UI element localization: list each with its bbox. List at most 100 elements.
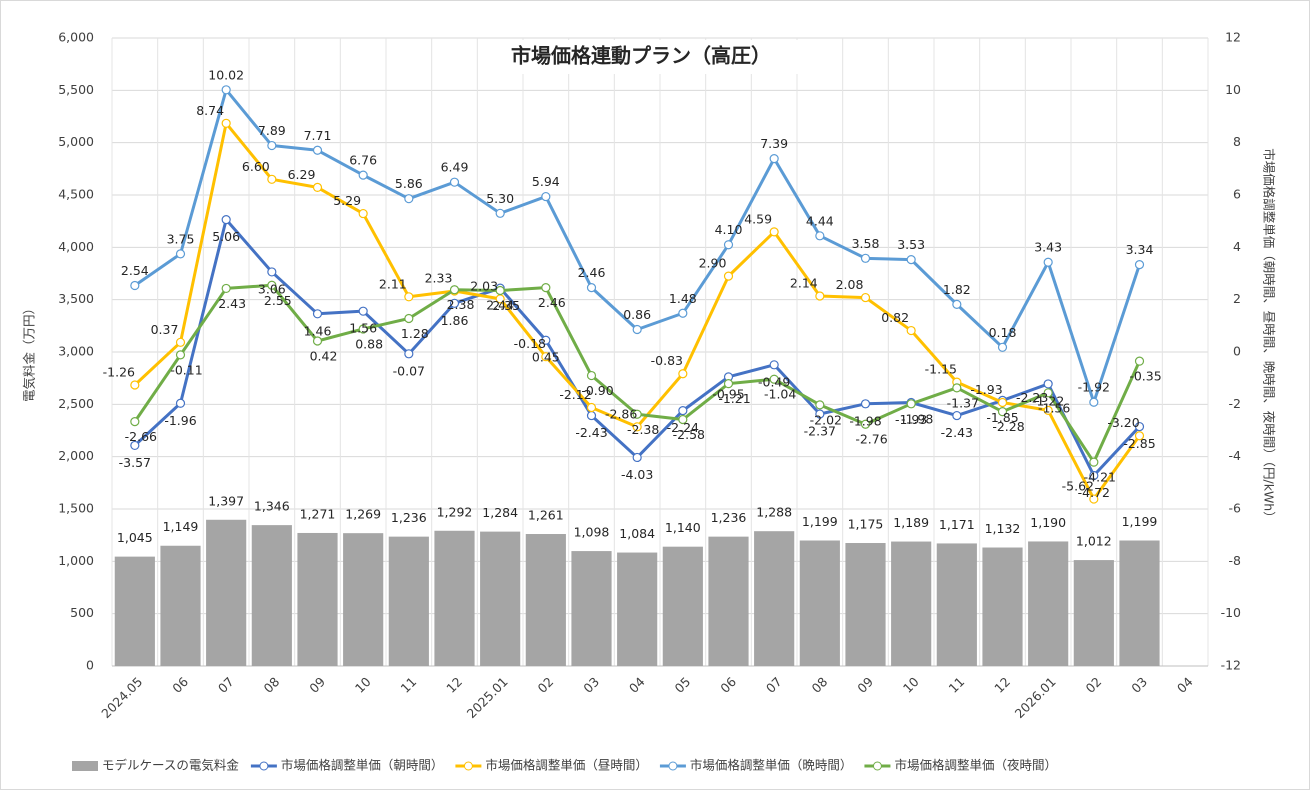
legend-label: 市場価格調整単価（朝時間）	[281, 758, 444, 773]
line-value-label: -0.83	[651, 353, 683, 368]
line-marker	[541, 352, 551, 362]
line-value-label: 0.37	[151, 322, 179, 337]
line-marker	[1134, 356, 1145, 366]
line-value-label: -1.98	[849, 413, 881, 428]
line-value-label: 0.88	[355, 336, 383, 351]
line-value-label: -2.23	[1016, 390, 1048, 405]
line-value-label: 3.43	[1034, 240, 1062, 255]
bar-value-label: 1,149	[163, 519, 199, 534]
y2-tick-label: -12	[1221, 658, 1241, 673]
line-value-label: -1.93	[970, 382, 1002, 397]
bar	[388, 536, 429, 666]
line-value-label: 1.48	[669, 291, 697, 306]
bar-value-label: 1,236	[391, 510, 427, 525]
plot	[114, 85, 1160, 666]
line-value-label: 7.39	[760, 136, 788, 151]
line-marker	[906, 325, 916, 336]
bar-value-label: 1,190	[1030, 515, 1066, 530]
y-tick-label: 5,500	[58, 82, 94, 97]
line-marker	[678, 414, 688, 425]
line-value-label: 1.56	[349, 321, 377, 336]
line-marker	[586, 370, 597, 381]
line-value-label: 5.86	[395, 176, 423, 191]
line-value-label: 2.55	[264, 293, 292, 308]
y-tick-label: 3,500	[58, 291, 94, 306]
bar-value-label: 1,236	[711, 510, 747, 525]
y2-tick-label: 12	[1225, 30, 1241, 45]
line-value-label: -1.21	[718, 391, 750, 406]
line-marker	[815, 231, 825, 241]
line-marker	[906, 255, 916, 265]
y-tick-label: 500	[70, 605, 94, 620]
bar	[343, 533, 384, 666]
line-value-label: 2.11	[379, 276, 407, 291]
line-value-label: 0.82	[881, 310, 909, 325]
legend-swatch	[72, 761, 98, 771]
line-value-label: -2.12	[559, 387, 591, 402]
line-marker	[404, 313, 414, 324]
bar	[297, 532, 338, 666]
bar-value-label: 1,175	[848, 517, 884, 532]
bar-value-label: 1,346	[254, 499, 290, 514]
line-marker	[860, 419, 871, 429]
legend-label: モデルケースの電気料金	[102, 758, 239, 773]
line-marker	[130, 280, 140, 291]
bar-value-label: 1,171	[939, 517, 975, 532]
line-value-label: 6.29	[288, 167, 316, 182]
bar-value-label: 1,271	[300, 506, 336, 521]
line-value-label: -0.95	[712, 386, 744, 401]
line-value-label: -1.56	[1038, 400, 1070, 415]
line-value-label: -2.02	[810, 412, 842, 427]
line-marker	[267, 140, 277, 151]
line-value-label: -4.03	[621, 467, 653, 482]
bar	[1028, 541, 1069, 666]
line-marker	[952, 383, 962, 393]
line-marker	[541, 283, 551, 293]
line-value-label: 6.60	[242, 159, 270, 174]
line-marker	[632, 452, 642, 463]
bar-value-label: 1,045	[117, 530, 153, 545]
line-marker	[815, 409, 825, 419]
line-value-label: -0.49	[758, 374, 790, 389]
bar-value-label: 1,261	[528, 508, 564, 523]
line-value-label: -1.37	[947, 395, 979, 410]
line-value-label: 2.46	[538, 295, 566, 310]
line-value-label: 4.10	[715, 222, 743, 237]
bar-value-label: 1,084	[619, 526, 655, 541]
line-marker	[221, 214, 231, 225]
line-value-label: 3.34	[1126, 242, 1154, 257]
bar	[754, 531, 795, 666]
bar	[662, 546, 703, 666]
line-value-label: 2.90	[699, 256, 727, 271]
line-marker	[130, 440, 140, 451]
line-marker	[769, 374, 779, 384]
bar-value-label: 1,397	[208, 493, 244, 508]
line-marker	[1134, 260, 1145, 270]
line-marker	[769, 360, 779, 370]
line-marker	[632, 422, 642, 432]
y-tick-label: 6,000	[58, 30, 94, 45]
line-marker	[1043, 388, 1053, 398]
bar	[114, 556, 155, 666]
chart-title: 市場価格連動プラン（高圧）	[511, 44, 771, 68]
line-marker	[769, 154, 779, 164]
line-value-label: -2.85	[1123, 436, 1155, 451]
line-marker	[586, 283, 597, 293]
line-value-label: 3.58	[852, 236, 880, 251]
line-marker	[860, 253, 871, 263]
line-marker	[586, 402, 597, 413]
line-marker	[358, 208, 368, 219]
bar	[845, 543, 886, 666]
line-value-label: -3.20	[1107, 415, 1139, 430]
y2-axis-title: 市場価格調整単価（朝時間、昼時間、晩時間、夜時間）（円/kWh）	[1262, 148, 1277, 523]
bar-value-label: 1,292	[437, 504, 473, 519]
bar	[206, 519, 247, 666]
legend-marker	[872, 761, 882, 771]
line-value-label: 1.86	[441, 313, 469, 328]
line-marker	[1134, 421, 1145, 432]
y2-tick-label: 2	[1233, 291, 1241, 306]
line-marker	[723, 379, 734, 389]
line-value-label: -1.98	[901, 411, 933, 426]
line-marker	[221, 118, 231, 128]
y-axis-title: 電気料金（万円）	[22, 302, 37, 402]
